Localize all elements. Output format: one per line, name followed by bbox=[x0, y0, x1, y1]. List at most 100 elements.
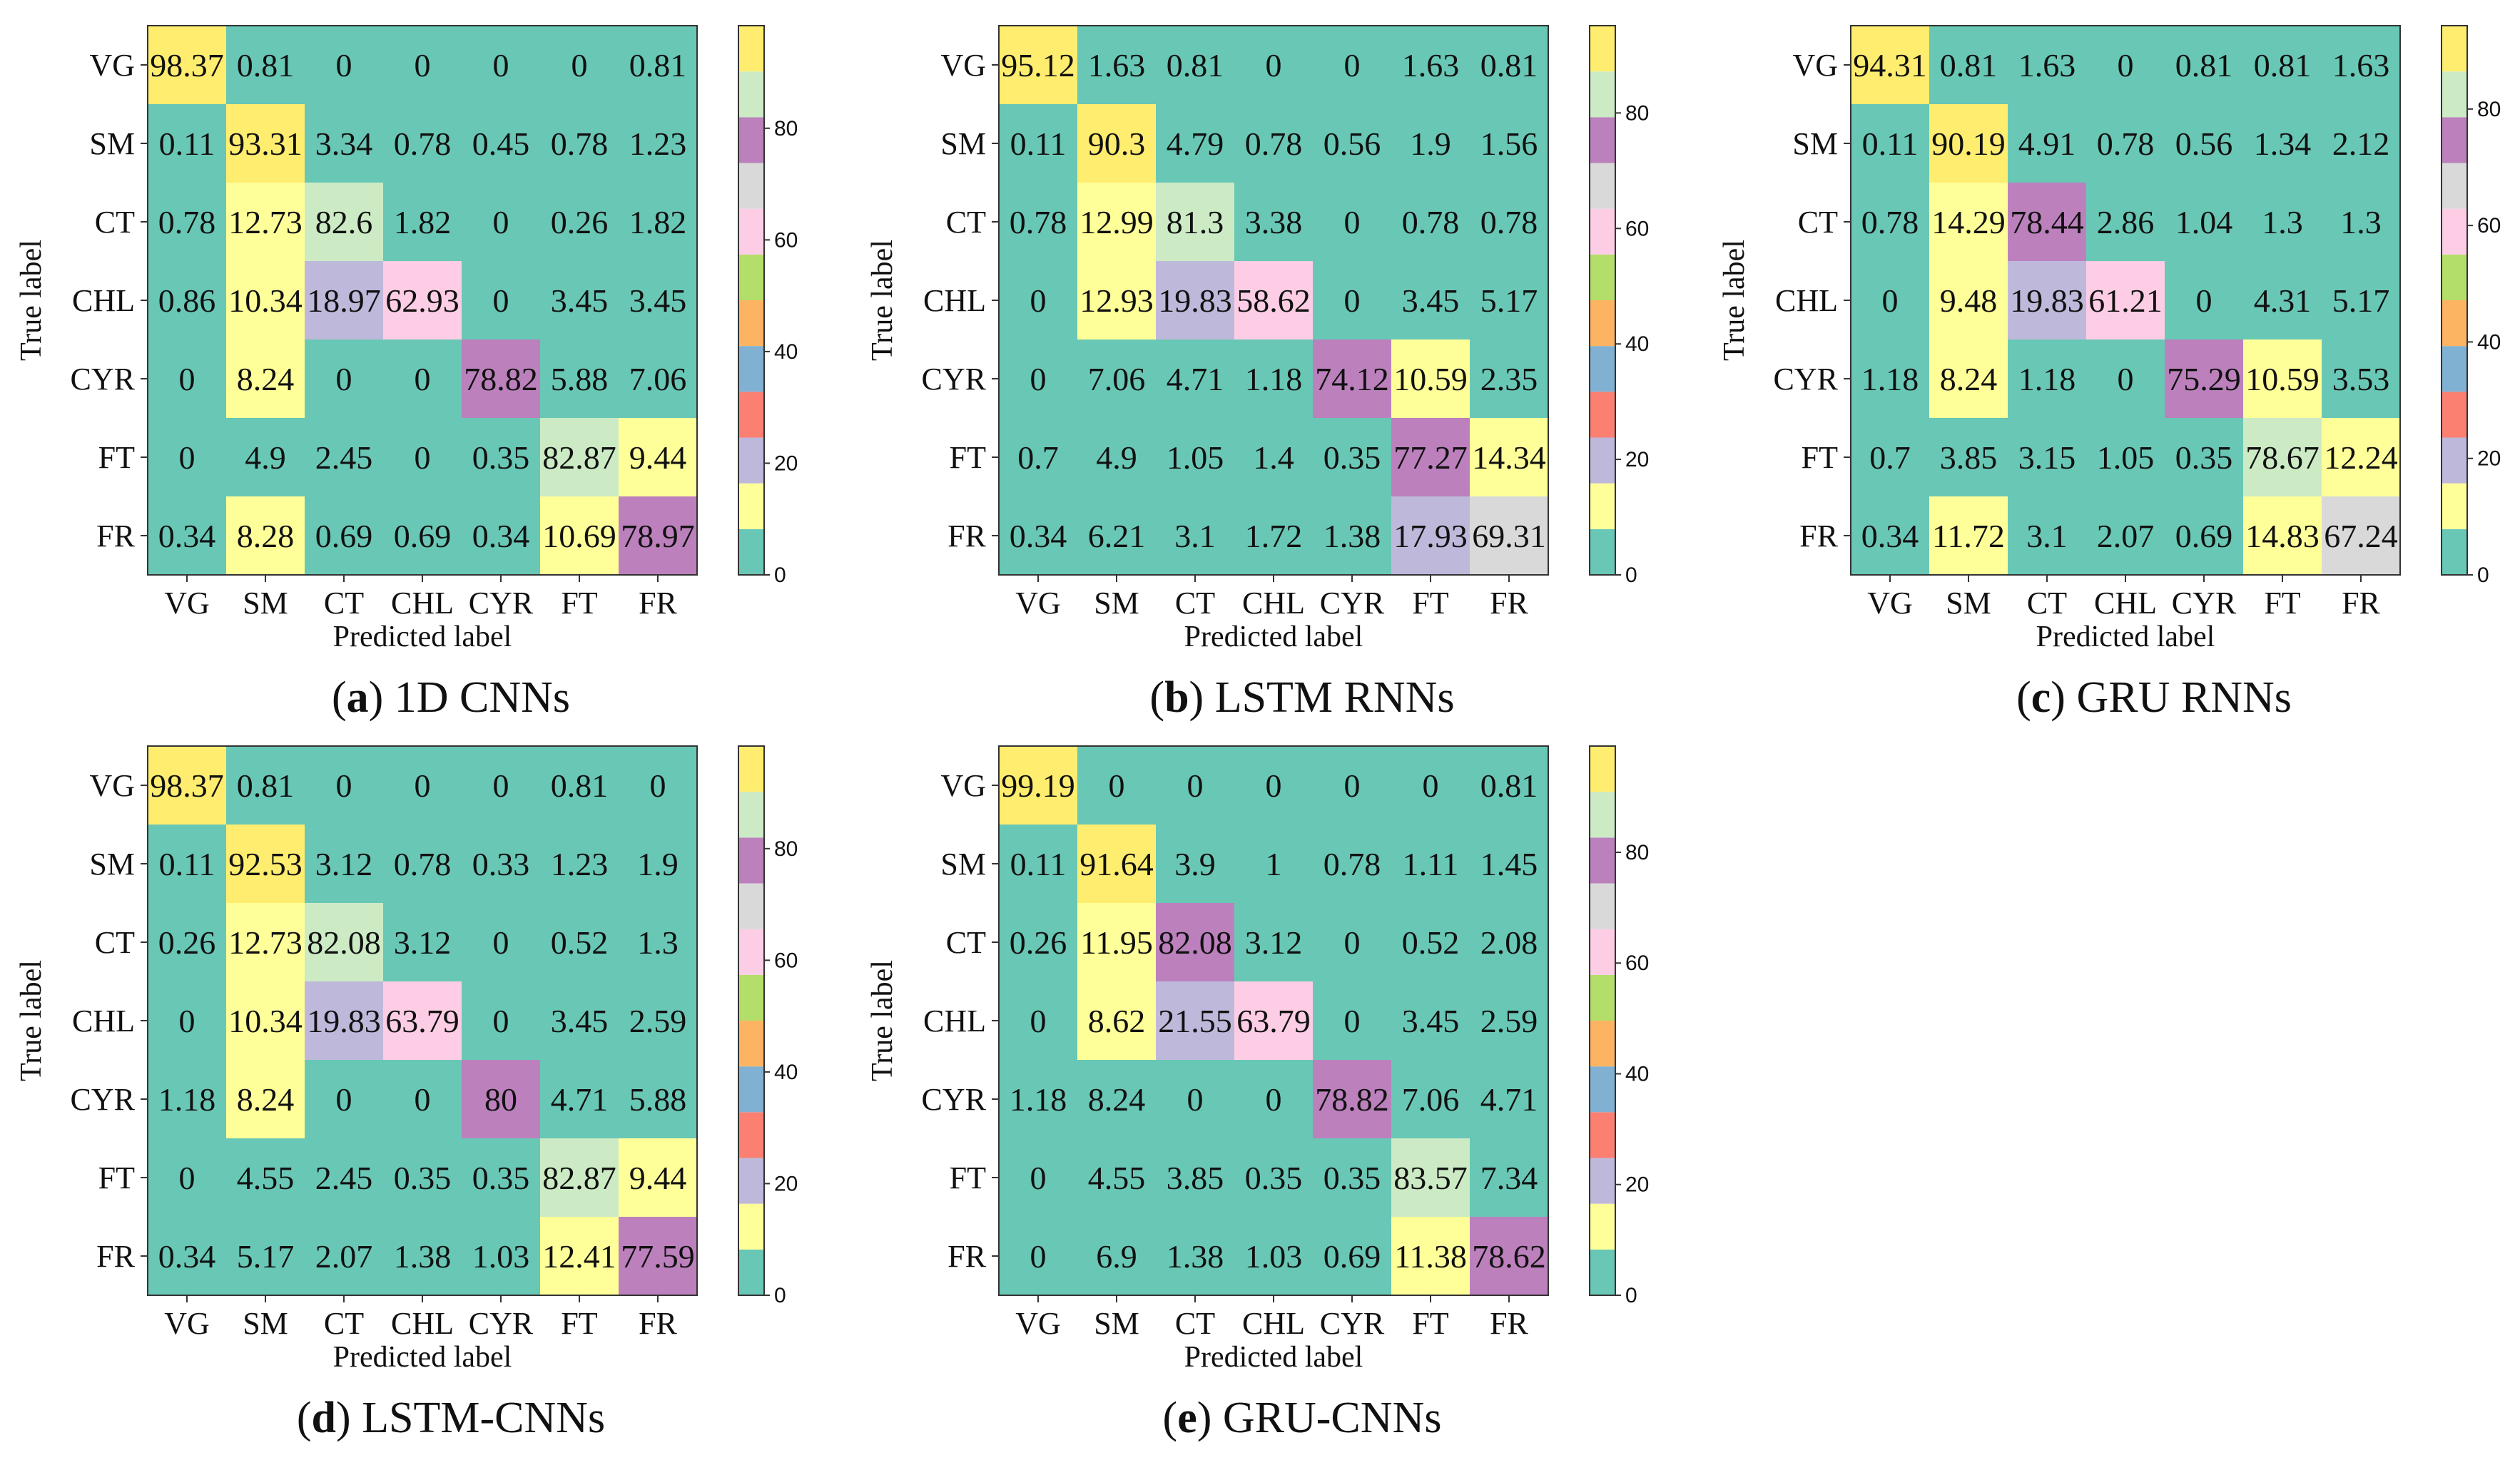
matrix-cell bbox=[1391, 496, 1470, 575]
cell-value: 0 bbox=[1344, 204, 1361, 240]
colorbar-tick-label: 40 bbox=[2477, 330, 2501, 354]
panel-caption: (d) LSTM-CNNs bbox=[297, 1394, 605, 1442]
matrix-cell bbox=[1470, 825, 1548, 903]
colorbar-bin bbox=[1590, 1249, 1615, 1295]
cell-value: 0.78 bbox=[394, 126, 452, 162]
cell-value: 77.59 bbox=[621, 1238, 695, 1275]
cell-value: 1.3 bbox=[637, 924, 679, 961]
matrix-cell bbox=[2322, 418, 2400, 496]
matrix-cell bbox=[999, 903, 1077, 981]
cell-value: 11.95 bbox=[1080, 924, 1153, 961]
matrix-cell bbox=[1470, 1138, 1548, 1217]
matrix-cell bbox=[1156, 903, 1234, 981]
cell-value: 9.44 bbox=[629, 1160, 687, 1196]
x-tick-label: SM bbox=[1094, 1306, 1139, 1341]
matrix-cell bbox=[1313, 1217, 1391, 1295]
matrix-cell bbox=[226, 981, 305, 1060]
cell-value: 4.79 bbox=[1167, 126, 1224, 162]
cell-value: 0.35 bbox=[1323, 439, 1381, 476]
x-tick-label: VG bbox=[164, 1306, 210, 1341]
cell-value: 1.3 bbox=[2262, 204, 2303, 240]
x-tick-label: VG bbox=[1867, 586, 1913, 621]
caption-title: GRU RNNs bbox=[2076, 673, 2291, 722]
cell-value: 0 bbox=[1030, 1160, 1047, 1196]
cell-value: 0 bbox=[415, 1081, 431, 1118]
cell-value: 3.12 bbox=[315, 846, 373, 882]
x-tick-label: VG bbox=[1015, 586, 1061, 621]
cell-value: 0.78 bbox=[1323, 846, 1381, 882]
cell-value: 4.71 bbox=[1480, 1081, 1538, 1118]
colorbar-bin bbox=[1590, 254, 1615, 300]
colorbar-bin bbox=[1590, 974, 1615, 1021]
colorbar-frame bbox=[1589, 25, 1616, 576]
colorbar-bin bbox=[1590, 1203, 1615, 1250]
matrix-cell bbox=[148, 418, 226, 496]
cell-value: 0.52 bbox=[1402, 924, 1460, 961]
caption-title: GRU-CNNs bbox=[1223, 1394, 1442, 1442]
caption-letter: d bbox=[311, 1394, 335, 1442]
matrix-cell bbox=[305, 183, 383, 261]
x-tick-label: VG bbox=[1015, 1306, 1061, 1341]
matrix-cell bbox=[1077, 1138, 1156, 1217]
matrix-cell bbox=[148, 1060, 226, 1138]
cell-value: 0 bbox=[1187, 767, 1204, 804]
colorbar-bin bbox=[1590, 346, 1615, 392]
cell-value: 93.31 bbox=[228, 126, 303, 162]
caption-letter: b bbox=[1164, 673, 1189, 722]
matrix-cell bbox=[2086, 496, 2165, 575]
matrix-cell bbox=[999, 183, 1077, 261]
cell-value: 0 bbox=[2196, 282, 2212, 319]
matrix-cell bbox=[226, 104, 305, 183]
cell-value: 10.34 bbox=[228, 282, 303, 319]
y-tick-label: FR bbox=[96, 1239, 135, 1274]
cell-value: 0 bbox=[179, 1160, 195, 1196]
cell-value: 0.56 bbox=[2175, 126, 2233, 162]
matrix-cell bbox=[1851, 261, 1929, 340]
matrix-cell bbox=[619, 261, 697, 340]
cell-value: 0.52 bbox=[551, 924, 609, 961]
matrix-cell bbox=[1077, 903, 1156, 981]
cell-value: 0.26 bbox=[158, 924, 216, 961]
cell-value: 5.17 bbox=[237, 1238, 295, 1275]
cell-value: 3.45 bbox=[1402, 1003, 1460, 1039]
matrix-cell bbox=[1156, 1138, 1234, 1217]
cell-value: 1.34 bbox=[2254, 126, 2312, 162]
cell-value: 0.78 bbox=[1480, 204, 1538, 240]
cell-value: 0 bbox=[493, 282, 509, 319]
matrix-cell bbox=[1929, 340, 2008, 418]
y-tick-label: SM bbox=[940, 126, 986, 161]
cell-value: 12.93 bbox=[1079, 282, 1154, 319]
colorbar-bin bbox=[738, 437, 764, 484]
x-axis-label: Predicted label bbox=[333, 1341, 512, 1374]
cell-value: 0 bbox=[493, 924, 509, 961]
colorbar-tick-label: 20 bbox=[774, 1172, 798, 1195]
matrix-cell bbox=[1391, 340, 1470, 418]
y-tick-label: SM bbox=[1792, 126, 1838, 161]
cell-value: 0.81 bbox=[2175, 47, 2233, 83]
colorbar-tick-label: 80 bbox=[1625, 101, 1649, 125]
y-tick-label: CYR bbox=[922, 362, 987, 397]
matrix-cell bbox=[305, 496, 383, 575]
matrix-cell bbox=[305, 261, 383, 340]
matrix-cell bbox=[226, 183, 305, 261]
colorbar-tick-label: 60 bbox=[1625, 951, 1649, 975]
x-tick-label: FR bbox=[2342, 586, 2380, 621]
matrix-cell bbox=[2165, 340, 2243, 418]
colorbar-frame bbox=[738, 745, 765, 1296]
matrix-cell bbox=[1234, 340, 1313, 418]
matrix-cell bbox=[2008, 104, 2086, 183]
panel-caption: (a) 1D CNNs bbox=[332, 673, 570, 722]
cell-value: 0.35 bbox=[472, 439, 530, 476]
cell-value: 0 bbox=[1030, 1238, 1047, 1275]
matrix-cell bbox=[2086, 261, 2165, 340]
matrix-cell bbox=[2322, 183, 2400, 261]
matrix-cell bbox=[1156, 746, 1234, 825]
matrix-cell bbox=[1391, 1138, 1470, 1217]
cell-value: 10.59 bbox=[2245, 361, 2320, 397]
matrix-cell bbox=[462, 26, 540, 104]
matrix-cell bbox=[2322, 340, 2400, 418]
y-tick-label: FT bbox=[1802, 440, 1838, 475]
x-tick-label: CT bbox=[1175, 1306, 1215, 1341]
cell-value: 11.72 bbox=[1932, 518, 2005, 554]
matrix-cell bbox=[305, 340, 383, 418]
